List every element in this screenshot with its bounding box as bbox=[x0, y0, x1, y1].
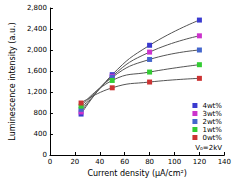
svg-text:Luminescence intensity (a.u.): Luminescence intensity (a.u.) bbox=[8, 22, 17, 140]
svg-text:80: 80 bbox=[145, 158, 154, 166]
svg-text:800: 800 bbox=[34, 109, 47, 117]
svg-text:3wt%: 3wt% bbox=[202, 110, 222, 118]
svg-text:60: 60 bbox=[120, 158, 129, 166]
svg-text:0: 0 bbox=[48, 158, 52, 166]
svg-text:400: 400 bbox=[34, 130, 47, 138]
svg-text:Current density (μA/cm²): Current density (μA/cm²) bbox=[87, 169, 186, 178]
svg-text:4wt%: 4wt% bbox=[202, 102, 222, 110]
svg-text:0wt%: 0wt% bbox=[202, 134, 222, 142]
svg-text:20: 20 bbox=[70, 158, 79, 166]
svg-text:0: 0 bbox=[42, 151, 46, 159]
svg-text:V₀=2kV: V₀=2kV bbox=[195, 144, 222, 152]
svg-text:100: 100 bbox=[168, 158, 181, 166]
svg-text:2wt%: 2wt% bbox=[202, 118, 222, 126]
svg-text:140: 140 bbox=[218, 158, 231, 166]
svg-text:1,200: 1,200 bbox=[27, 88, 47, 96]
svg-text:120: 120 bbox=[193, 158, 206, 166]
svg-text:40: 40 bbox=[95, 158, 104, 166]
svg-text:2,800: 2,800 bbox=[27, 4, 47, 12]
svg-text:2,400: 2,400 bbox=[27, 25, 47, 33]
svg-text:1,600: 1,600 bbox=[27, 67, 47, 75]
svg-text:2,000: 2,000 bbox=[27, 46, 47, 54]
svg-text:1wt%: 1wt% bbox=[202, 126, 222, 134]
